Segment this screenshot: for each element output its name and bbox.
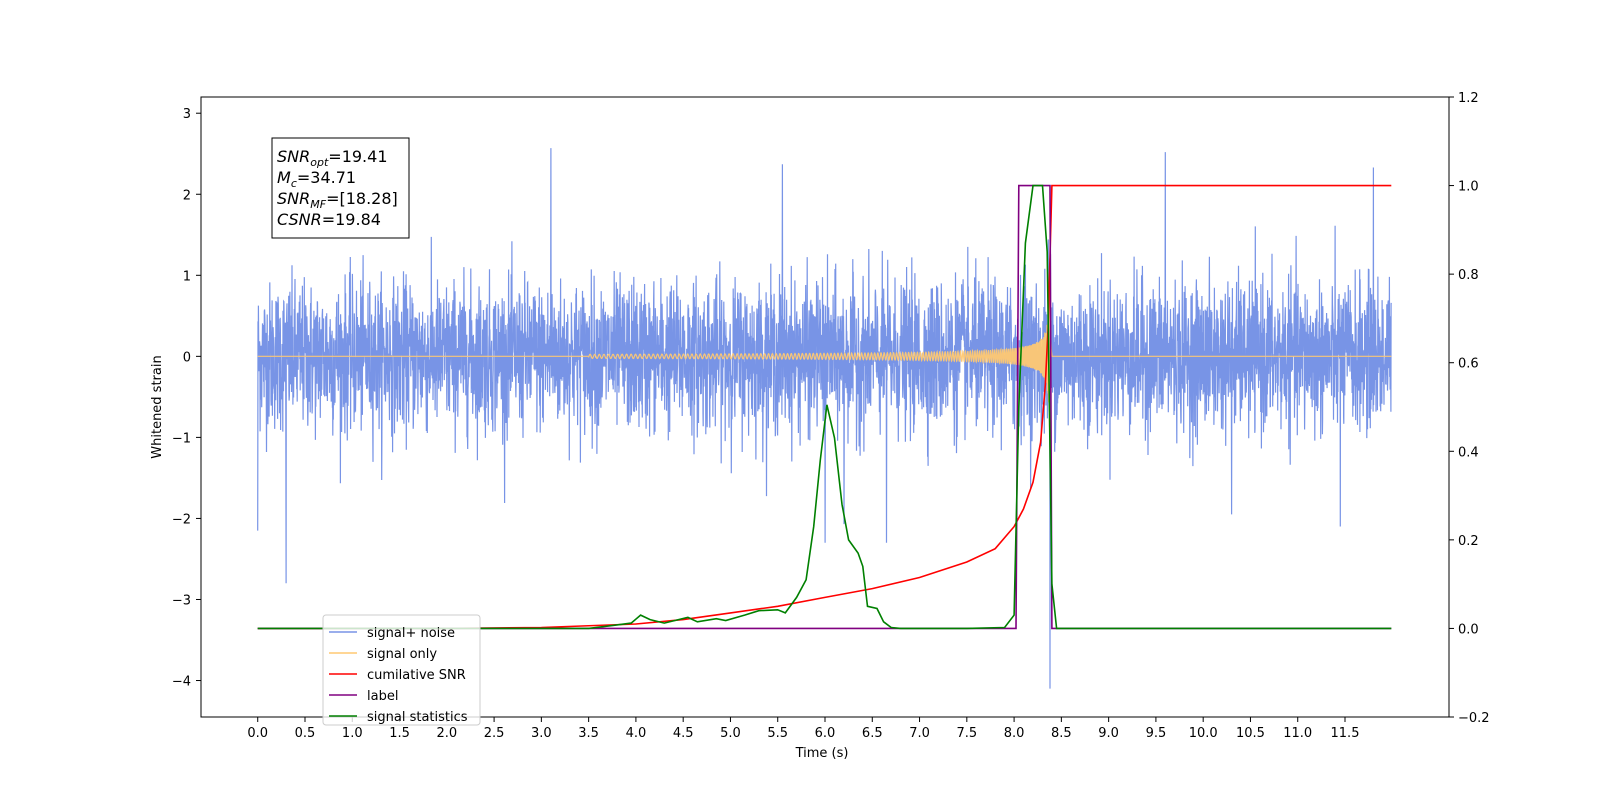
right-axis-series-layer (257, 184, 1392, 630)
y-tick-label: 3 (183, 107, 191, 122)
y-tick-label: 2 (183, 188, 191, 203)
x-tick-label: 11.0 (1283, 726, 1312, 741)
y2-tick-label: 0.6 (1458, 357, 1479, 372)
y-tick-label: −2 (172, 512, 191, 527)
annotation-line: Mc=34.71 (277, 168, 356, 190)
x-tick-label: 1.0 (342, 726, 363, 741)
y2-tick-label: 1.2 (1458, 91, 1479, 106)
x-tick-label: 6.5 (862, 726, 883, 741)
legend-label: signal only (367, 647, 437, 662)
x-tick-label: 8.0 (1004, 726, 1025, 741)
legend-label: signal statistics (367, 710, 468, 725)
y-axis-label: Whitened strain (150, 355, 165, 458)
x-tick-label: 2.0 (436, 726, 457, 741)
y2-axis-ticks: 1.2 1.0 0.8 0.6 0.4 0.2 0.0 −0.2 (1449, 91, 1490, 726)
x-tick-label: 10.5 (1236, 726, 1265, 741)
x-tick-label: 9.0 (1098, 726, 1119, 741)
signal-series-layer (257, 258, 1392, 427)
x-tick-label: 10.0 (1189, 726, 1218, 741)
x-tick-label: 8.5 (1051, 726, 1072, 741)
x-axis-ticks: 0.0 0.5 1.0 1.5 2.0 2.5 3.0 3.5 4.0 4.5 5.0 5.5 6.0 6… (247, 717, 1359, 741)
annotation-line: CSNR=19.84 (277, 210, 381, 229)
annotation-box: SNRopt=19.41Mc=34.71SNRMF=[18.28]CSNR=19… (271, 137, 410, 239)
series-line-signal-statistics (257, 184, 1392, 630)
x-tick-label: 11.5 (1331, 726, 1360, 741)
y-tick-label: 1 (183, 269, 191, 284)
y2-tick-label: 0.0 (1458, 622, 1479, 637)
x-tick-label: 0.0 (247, 726, 268, 741)
legend: signal+ noise signal only cumilative SNR la… (322, 614, 481, 726)
y-tick-label: −1 (172, 431, 191, 446)
y2-tick-label: 0.8 (1458, 268, 1479, 283)
y-tick-label: 0 (183, 350, 191, 365)
y2-tick-label: −0.2 (1458, 711, 1490, 726)
x-tick-label: 5.0 (720, 726, 741, 741)
series-line-cumulative-snr (257, 184, 1392, 630)
y-tick-label: −4 (172, 675, 191, 690)
x-tick-label: 3.5 (578, 726, 599, 741)
y2-tick-label: 1.0 (1458, 180, 1479, 195)
series-line-signal-only (257, 258, 1392, 427)
series-line-signal-noise (257, 148, 1392, 689)
x-axis-label: Time (s) (795, 746, 849, 761)
legend-label: label (367, 689, 398, 704)
x-tick-label: 7.5 (956, 726, 977, 741)
legend-label: cumilative SNR (367, 668, 466, 683)
annotation-line: SNRMF=[18.28] (277, 189, 398, 211)
annotation-line: SNRopt=19.41 (277, 147, 388, 169)
x-tick-label: 4.0 (626, 726, 647, 741)
y-tick-label: −3 (172, 593, 191, 608)
y-axis-ticks: 3 2 1 0 −1 −2 −3 −4 (172, 107, 201, 690)
x-tick-label: 2.5 (484, 726, 505, 741)
x-tick-label: 7.0 (909, 726, 930, 741)
x-tick-label: 0.5 (295, 726, 316, 741)
x-tick-label: 9.5 (1146, 726, 1167, 741)
x-tick-label: 4.5 (673, 726, 694, 741)
y2-tick-label: 0.2 (1458, 534, 1479, 549)
y2-tick-label: 0.4 (1458, 445, 1479, 460)
legend-label: signal+ noise (367, 626, 455, 641)
x-tick-label: 5.5 (767, 726, 788, 741)
x-tick-label: 3.0 (531, 726, 552, 741)
x-tick-label: 6.0 (815, 726, 836, 741)
noise-series-layer (257, 148, 1392, 689)
x-tick-label: 1.5 (389, 726, 410, 741)
